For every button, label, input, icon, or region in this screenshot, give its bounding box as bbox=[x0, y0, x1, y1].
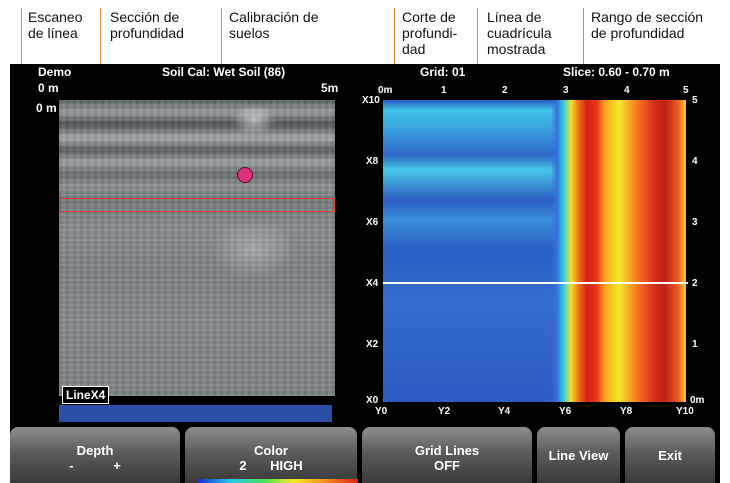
depth-slice-indicator[interactable] bbox=[59, 198, 335, 212]
top-axis-tick: 1 bbox=[441, 85, 447, 96]
right-axis-tick: 5 bbox=[692, 95, 698, 106]
softkey-bar: Depth - + Color 2 HIGH Grid Lines OFF Li… bbox=[10, 427, 720, 483]
leader-rango bbox=[583, 8, 584, 64]
callout-linea: Línea de cuadrícula mostrada bbox=[487, 9, 552, 57]
callout-escaneo: Escaneo de línea bbox=[28, 9, 83, 41]
depth-minus[interactable]: - bbox=[69, 458, 74, 473]
right-axis-tick: 4 bbox=[692, 156, 698, 167]
grid-lines-label: Grid Lines bbox=[414, 443, 480, 458]
left-axis-tick: X0 bbox=[366, 395, 379, 406]
top-axis-tick: 2 bbox=[502, 85, 508, 96]
callout-calibracion: Calibración de suelos bbox=[229, 9, 319, 41]
gpr-screen: Demo Soil Cal: Wet Soil (86) Grid: 01 Sl… bbox=[10, 64, 720, 483]
soil-calibration: Soil Cal: Wet Soil (86) bbox=[162, 65, 286, 79]
grid-lines-value: OFF bbox=[434, 458, 460, 473]
callout-corte: Corte de profundi- dad bbox=[402, 9, 458, 57]
left-axis-tick: X2 bbox=[366, 339, 379, 350]
bottom-axis-tick: Y8 bbox=[620, 406, 633, 417]
callout-seccion: Sección de profundidad bbox=[110, 9, 184, 41]
left-axis-tick: X4 bbox=[366, 278, 379, 289]
bottom-axis-tick: Y0 bbox=[375, 406, 388, 417]
depth-plus[interactable]: + bbox=[113, 458, 121, 473]
bottom-axis-tick: Y4 bbox=[498, 406, 511, 417]
callout-rango: Rango de sección de profundidad bbox=[591, 9, 704, 41]
target-marker[interactable] bbox=[237, 167, 253, 183]
grid-number: Grid: 01 bbox=[420, 65, 466, 79]
depth-slice-map[interactable] bbox=[383, 100, 686, 402]
right-axis-tick: 3 bbox=[692, 217, 698, 228]
slice-range: Slice: 0.60 - 0.70 m bbox=[563, 65, 670, 79]
color-button[interactable]: Color 2 HIGH bbox=[185, 427, 357, 483]
line-view-label: Line View bbox=[548, 448, 609, 463]
scan-progress-bar bbox=[59, 405, 332, 422]
line-scan-label: LineX4 bbox=[62, 386, 110, 404]
top-axis-tick: 3 bbox=[563, 85, 569, 96]
top-axis-tick: 4 bbox=[624, 85, 630, 96]
color-value-text: HIGH bbox=[270, 458, 303, 473]
bottom-axis-tick: Y6 bbox=[559, 406, 572, 417]
bottom-axis-tick: Y10 bbox=[676, 406, 694, 417]
color-value-number: 2 bbox=[239, 458, 247, 473]
line-view-button[interactable]: Line View bbox=[537, 427, 620, 483]
top-axis-tick: 5 bbox=[683, 85, 689, 96]
left-axis-tick: X8 bbox=[366, 156, 379, 167]
scan-start-distance: 0 m bbox=[38, 81, 59, 95]
depth-button-label: Depth bbox=[76, 443, 114, 458]
displayed-grid-line bbox=[383, 282, 688, 284]
line-scan-image[interactable] bbox=[59, 100, 335, 396]
color-value: 2 HIGH bbox=[185, 458, 357, 473]
exit-button[interactable]: Exit bbox=[625, 427, 715, 483]
color-button-label: Color bbox=[254, 443, 288, 458]
left-axis-tick: X6 bbox=[366, 217, 379, 228]
depth-top-label: 0 m bbox=[36, 101, 57, 115]
depth-button[interactable]: Depth - + bbox=[10, 427, 180, 483]
leader-calibracion bbox=[221, 8, 222, 64]
top-axis-tick: 0m bbox=[378, 85, 393, 96]
depth-adjust: - + bbox=[10, 458, 180, 473]
right-axis-tick: 2 bbox=[692, 278, 698, 289]
scan-end-distance: 5m bbox=[321, 81, 339, 95]
grid-lines-button[interactable]: Grid Lines OFF bbox=[362, 427, 532, 483]
color-scale-strip bbox=[198, 479, 358, 483]
exit-label: Exit bbox=[658, 448, 682, 463]
left-axis-tick: X10 bbox=[362, 95, 380, 106]
project-name: Demo bbox=[38, 65, 72, 79]
bottom-axis-tick: Y2 bbox=[438, 406, 451, 417]
right-axis-tick: 1 bbox=[692, 339, 698, 350]
right-axis-tick: 0m bbox=[690, 395, 705, 406]
